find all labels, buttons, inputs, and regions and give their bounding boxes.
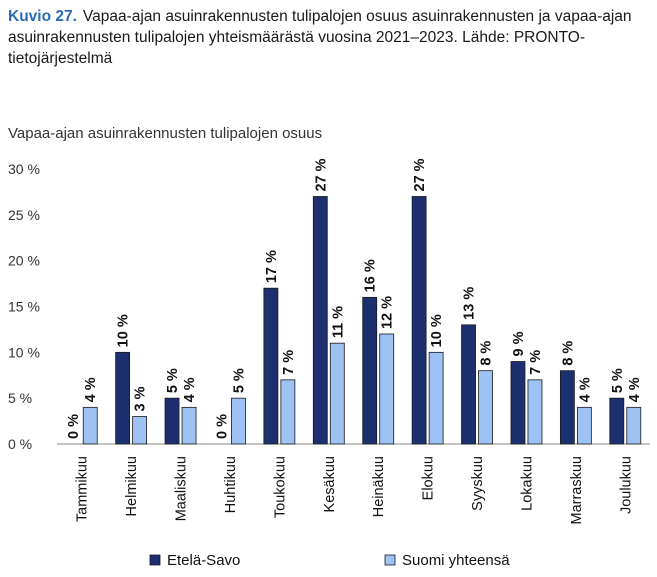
bar-etela-savo	[115, 351, 131, 445]
category-label: Tammikuu	[75, 456, 91, 522]
data-label: 4 %	[182, 377, 198, 402]
figure-label: Kuvio 27.	[8, 8, 77, 25]
bar-etela-savo	[510, 361, 526, 445]
data-label: 4 %	[83, 377, 99, 402]
y-axis-title: Vapaa-ajan asuinrakennusten tulipalojen …	[8, 125, 322, 142]
data-label: 13 %	[462, 287, 478, 320]
bar-suomi-yhteensa	[576, 406, 592, 445]
legend-swatch-etela-savo	[149, 554, 161, 566]
data-label: 27 %	[313, 158, 329, 191]
legend-label: Etelä-Savo	[167, 552, 240, 569]
bar-suomi-yhteensa	[626, 406, 642, 445]
bars	[82, 196, 642, 445]
data-label: 10 %	[116, 314, 132, 347]
bar-etela-savo	[362, 296, 378, 445]
data-label: 8 %	[479, 341, 495, 366]
category-label: Heinäkuu	[371, 456, 387, 517]
bar-suomi-yhteensa	[132, 416, 148, 445]
data-label: 4 %	[577, 377, 593, 402]
category-label: Kesäkuu	[322, 456, 338, 512]
bar-etela-savo	[609, 397, 625, 445]
category-label: Helmikuu	[124, 456, 140, 516]
y-tick-label: 15 %	[8, 299, 40, 315]
bar-suomi-yhteensa	[82, 406, 98, 445]
bar-suomi-yhteensa	[428, 351, 444, 445]
data-label: 5 %	[165, 368, 181, 393]
data-labels: 0 %4 %10 %3 %5 % 4 %0 %5 %17 %7 %27 %11 %…	[66, 158, 643, 439]
legend: Etelä-Savo Suomi yhteensä	[149, 552, 510, 569]
bar-etela-savo	[164, 397, 180, 445]
data-label: 5 %	[610, 368, 626, 393]
category-label: Huhtikuu	[223, 456, 239, 513]
category-label: Syyskuu	[470, 456, 486, 511]
bar-etela-savo	[263, 287, 279, 445]
y-tick-label: 20 %	[8, 253, 40, 269]
bar-suomi-yhteensa	[527, 379, 543, 445]
bar-suomi-yhteensa	[181, 406, 197, 445]
data-label: 0 %	[214, 414, 230, 439]
bar-suomi-yhteensa	[379, 333, 395, 445]
bar-etela-savo	[312, 196, 328, 445]
data-label: 17 %	[264, 250, 280, 283]
category-label: Elokuu	[421, 456, 437, 500]
y-tick-label: 25 %	[8, 207, 40, 223]
data-label: 9 %	[511, 331, 527, 356]
data-label: 4 %	[627, 377, 643, 402]
category-label: Maaliskuu	[174, 456, 190, 521]
data-label: 0 %	[66, 414, 82, 439]
data-label: 5 %	[231, 368, 247, 393]
bar-suomi-yhteensa	[478, 370, 493, 445]
figure-caption-text: Vapaa-ajan asuinrakennusten tulipalojen …	[8, 8, 632, 67]
category-label: Toukokuu	[272, 456, 288, 518]
y-tick-label: 10 %	[8, 344, 40, 360]
data-label: 12 %	[380, 296, 396, 329]
data-label: 7 %	[281, 350, 297, 375]
y-tick-label: 5 %	[8, 390, 32, 406]
data-label: 10 %	[429, 314, 445, 347]
y-tick-label: 0 %	[8, 436, 32, 452]
data-label: 11 %	[330, 306, 346, 338]
category-labels: Tammikuu Helmikuu Maaliskuu Huhtikuu Toukoku…	[75, 456, 635, 525]
data-label: 27 %	[412, 158, 428, 191]
bar-etela-savo	[411, 196, 427, 445]
category-label: Lokakuu	[519, 456, 535, 511]
data-label: 3 %	[133, 386, 149, 411]
bar-etela-savo	[559, 370, 575, 445]
data-label: 7 %	[528, 350, 544, 375]
legend-swatch-suomi-yhteensa	[384, 554, 396, 566]
bar-suomi-yhteensa	[329, 342, 345, 445]
bar-etela-savo	[461, 324, 476, 445]
category-label: Marraskuu	[569, 456, 585, 525]
data-label: 8 %	[560, 341, 576, 366]
category-label: Joulukuu	[618, 456, 634, 514]
bar-suomi-yhteensa	[280, 379, 296, 445]
data-label: 16 %	[363, 259, 379, 292]
bar-suomi-yhteensa	[231, 397, 246, 445]
legend-label: Suomi yhteensä	[402, 552, 510, 569]
y-tick-label: 30 %	[8, 161, 40, 177]
y-axis: 0 % 5 % 10 % 15 % 20 % 25 % 30 %	[8, 161, 650, 452]
figure-caption: Kuvio 27. Vapaa-ajan asuinrakennusten tul…	[8, 6, 648, 69]
